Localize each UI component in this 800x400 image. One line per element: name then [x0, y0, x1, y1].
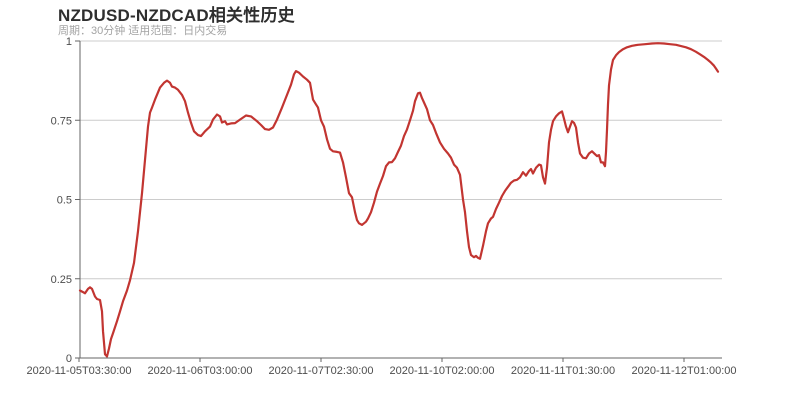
x-tick-label: 2020-11-07T02:30:00 [269, 365, 374, 377]
y-tick-label: 0 [66, 353, 72, 365]
chart-subtitle: 周期：30分钟 适用范围：日内交易 [58, 25, 228, 37]
chart-title: NZDUSD-NZDCAD相关性历史 [58, 6, 295, 25]
x-tick-label: 2020-11-12T01:00:00 [632, 365, 737, 377]
y-tick-label: 1 [66, 36, 72, 48]
y-tick-label: 0.25 [51, 274, 72, 286]
x-tick-label: 2020-11-05T03:30:00 [27, 365, 132, 377]
series-line [78, 42, 720, 358]
y-tick-label: 0.5 [57, 195, 72, 207]
x-tick-label: 2020-11-06T03:00:00 [148, 365, 253, 377]
y-tick-label: 0.75 [51, 115, 72, 127]
x-tick-label: 2020-11-11T01:30:00 [511, 365, 615, 377]
x-tick-label: 2020-11-10T02:00:00 [390, 365, 495, 377]
